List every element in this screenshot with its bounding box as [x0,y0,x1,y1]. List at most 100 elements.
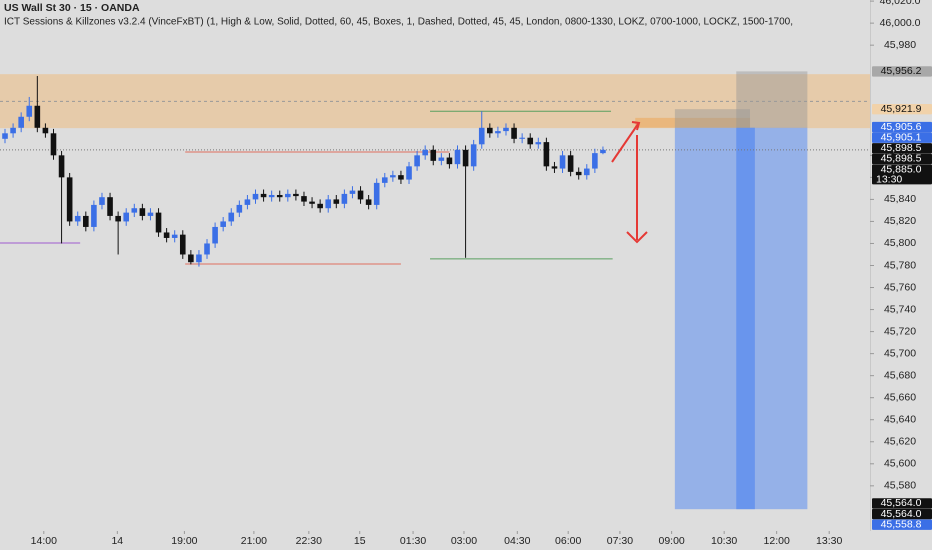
candle-body [583,168,590,176]
candle-body [50,133,57,156]
y-tick-label: 45,780 [884,259,916,271]
x-tick-label: 22:30 [296,535,322,547]
candle-body [511,127,517,139]
candle-body [487,127,493,134]
candle-body [252,193,259,200]
price-label-bg [872,519,932,530]
candle-body [260,193,267,198]
y-tick-label: 45,620 [884,436,916,448]
y-tick-label: 45,760 [884,281,916,293]
candle-body [559,155,566,169]
candle-body [503,127,509,132]
indicator-label: ICT Sessions & Killzones v3.2.4 (VinceFx… [4,17,793,28]
candle-body [147,212,154,216]
candle-body [349,190,356,194]
candle-body [285,193,291,198]
candle-body [406,166,412,180]
candle-body [204,243,210,255]
candle-body [34,105,41,128]
candle-body [430,149,437,161]
candle-body [236,204,243,213]
price-label: 45,921.9 [881,103,922,115]
price-label: 45,898.5 [881,142,922,154]
price-label-bg [872,121,932,133]
plot-area [0,71,870,510]
candle-body [171,234,178,238]
zone-box [736,127,755,510]
candle-body [317,203,323,209]
candle-body [179,234,186,255]
y-tick-label: 45,680 [884,369,916,381]
candle-body [58,155,65,178]
candle-body [381,177,388,183]
candle-body [535,142,542,145]
price-label-bg [872,153,932,165]
candle-body [470,144,477,167]
y-tick-label: 45,660 [884,391,916,403]
annotation-arrow [611,121,648,244]
candle-body [446,157,453,165]
price-label: 45,558.8 [881,518,922,530]
price-label: 45,905.1 [881,132,922,144]
price-label-bg [872,164,932,185]
candle-body [438,157,445,161]
candle-body [575,171,582,176]
candle-body [163,232,170,238]
price-label: 45,898.5 [881,153,922,165]
candle-body [478,127,485,145]
candle-body [115,215,121,222]
x-tick-label: 12:00 [764,535,790,547]
y-tick-label: 46,000.0 [880,17,921,29]
candle-body [373,182,380,205]
x-tick-label: 09:00 [658,535,684,547]
y-tick-label: 45,700 [884,347,916,359]
price-label: 45,885.0 [881,163,922,175]
price-label: 45,905.6 [881,121,922,133]
price-label: 45,564.0 [881,497,922,509]
y-tick-label: 46,020.0 [880,0,921,7]
candle-body [414,155,420,167]
y-tick-label: 45,820 [884,215,916,227]
candle-body [333,199,340,204]
y-tick-label: 45,720 [884,325,916,337]
candle-body [123,212,130,222]
candle-body [325,199,332,209]
candle-body [91,204,97,227]
x-tick-label: 07:30 [607,535,633,547]
y-tick-label: 45,640 [884,414,916,426]
price-label-bg [872,103,932,115]
candle-body [495,131,501,134]
price-label: 45,956.2 [881,65,922,77]
x-tick-label: 10:30 [711,535,737,547]
candle-body [107,197,113,216]
y-tick-label: 45,800 [884,237,916,249]
y-tick-label: 45,980 [884,39,916,51]
y-tick-label: 45,840 [884,193,916,205]
candle-body [18,116,24,128]
chart-title: US Wall St 30 · 15 · OANDA [4,2,140,14]
candle-body [139,208,146,216]
candle-body [2,133,8,139]
zone-box [635,117,751,128]
candle-body [83,215,89,227]
candle-body [131,208,138,213]
candle-body [390,175,396,178]
price-label-bg [872,498,932,509]
candle-body [551,166,558,169]
candle-body [398,175,404,180]
candle-body [10,127,16,134]
price-label-bg [872,143,932,154]
candle-body [301,196,307,202]
x-tick-label: 14 [111,535,123,547]
zone-box [736,71,808,128]
countdown: 13:30 [876,173,902,185]
x-tick-label: 06:00 [555,535,581,547]
candle-body [454,149,461,165]
y-tick-label: 45,580 [884,480,916,492]
candle-body [527,137,534,145]
candle-body [268,194,275,198]
candle-body [592,153,598,169]
candle-body [99,197,105,205]
candle-body [422,149,428,156]
